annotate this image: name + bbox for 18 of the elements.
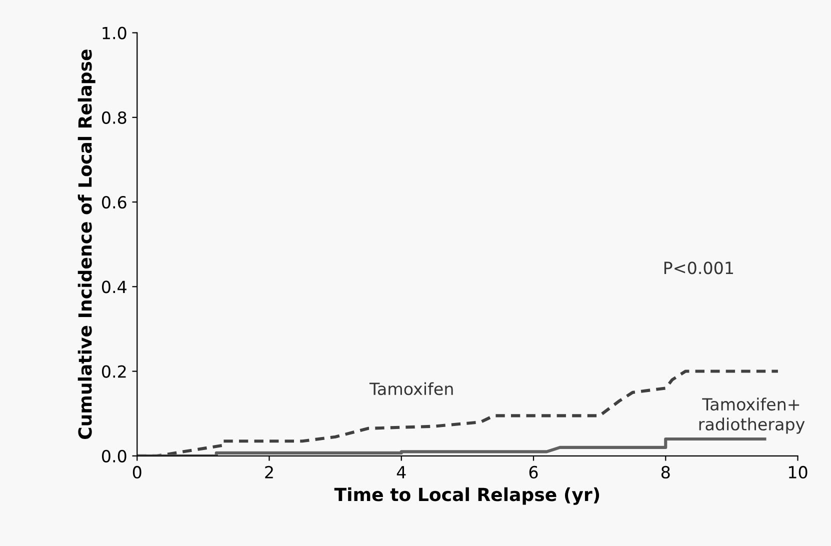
x-tick-label: 8 — [661, 466, 670, 479]
y-tick-label: 0.6 — [102, 196, 126, 209]
y-tick-label: 0.4 — [102, 280, 126, 294]
annotation: P<0.001 — [664, 262, 733, 274]
line-series — [137, 437, 766, 456]
x-tick-label: 10 — [788, 466, 808, 479]
y-axis-title: Cumulative Incidence of Local Relapse — [78, 50, 96, 440]
y-tick-label: 1.0 — [102, 26, 126, 40]
series-label: Tamoxifen — [369, 382, 453, 396]
x-tick-label: 0 — [132, 466, 142, 479]
y-tick-label: 0.8 — [102, 111, 126, 124]
x-tick-label: 2 — [265, 466, 273, 478]
x-axis-title: Time to Local Relapse (yr) — [334, 487, 600, 505]
x-tick-label: 4 — [396, 466, 406, 478]
y-tick-label: 0.2 — [102, 365, 126, 378]
series-label: Tamoxifen+ radiotherapy — [699, 398, 805, 434]
y-tick-label: 0.0 — [102, 450, 126, 462]
x-tick-label: 6 — [529, 466, 538, 479]
